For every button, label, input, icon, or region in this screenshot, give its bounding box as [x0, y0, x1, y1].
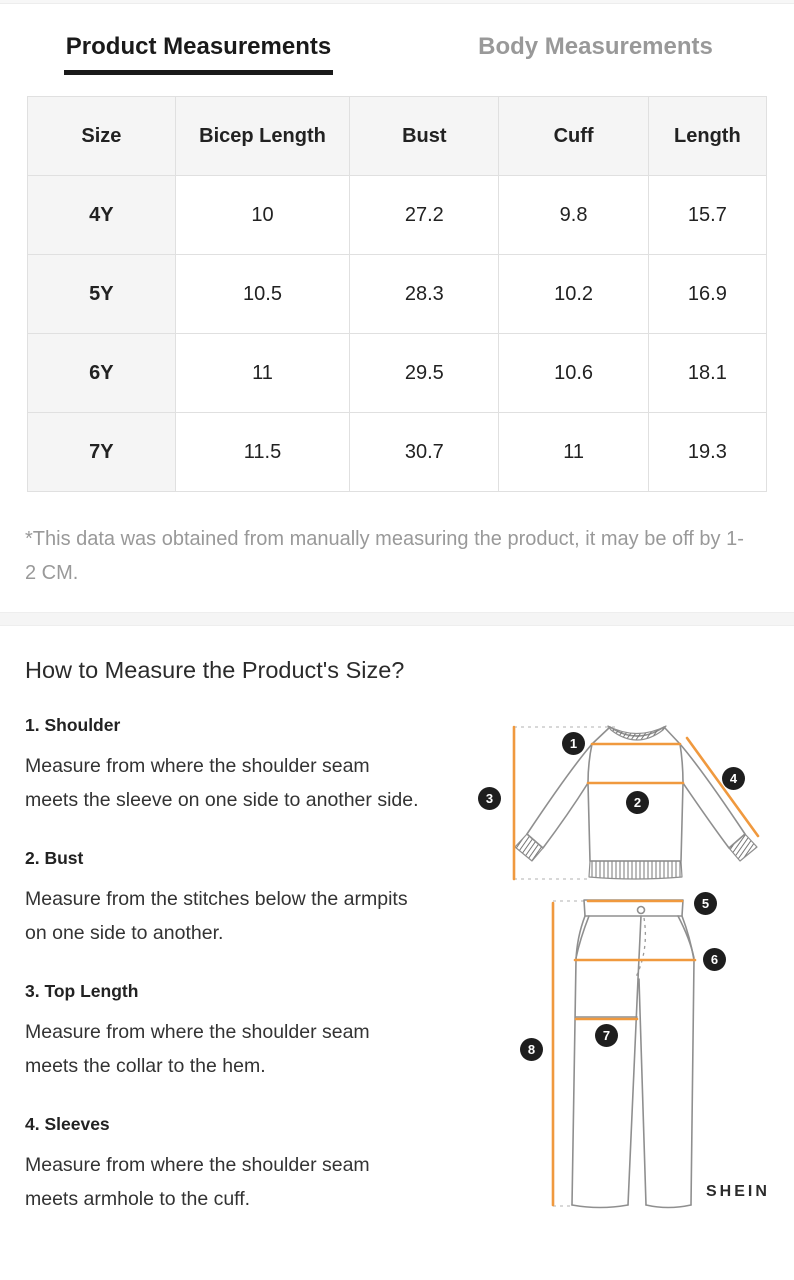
shein-logo: SHEIN — [706, 1183, 770, 1200]
column-header-cuff: Cuff — [498, 96, 649, 176]
cell-value: 9.8 — [498, 175, 649, 255]
measure-badge-1: 1 — [562, 732, 585, 755]
cell-value: 10 — [174, 175, 351, 255]
size-value: 4Y — [27, 175, 176, 255]
measurement-diagrams: 1 2 3 4 5 6 7 8 SHEIN — [478, 697, 794, 1262]
cell-value: 11 — [498, 412, 649, 492]
cell-value: 19.3 — [647, 412, 768, 492]
tab-body-measurements-label: Body Measurements — [478, 33, 713, 60]
cell-value: 16.9 — [647, 254, 768, 334]
size-table: Size Bicep Length Bust Cuff Length 4Y 10… — [27, 96, 768, 492]
section-body: Measure from where the shoulder seam mee… — [25, 1021, 370, 1077]
measurement-tabs: Product Measurements Body Measurements — [0, 4, 794, 75]
cell-value: 11 — [174, 333, 351, 413]
size-value: 7Y — [27, 412, 176, 492]
measure-badge-2: 2 — [626, 791, 649, 814]
measure-badge-4: 4 — [722, 767, 745, 790]
table-row: 7Y 11.5 30.7 11 19.3 — [27, 412, 768, 492]
cell-value: 27.2 — [349, 175, 500, 255]
table-row: 5Y 10.5 28.3 10.2 16.9 — [27, 254, 768, 334]
how-to-sections: 1. Shoulder Measure from where the shoul… — [25, 715, 423, 1216]
measure-badge-7: 7 — [595, 1024, 618, 1047]
column-header-bicep-length: Bicep Length — [174, 96, 351, 176]
cell-value: 10.5 — [174, 254, 351, 334]
cell-value: 30.7 — [349, 412, 500, 492]
measure-badge-5: 5 — [694, 892, 717, 915]
cell-value: 10.6 — [498, 333, 649, 413]
pants-diagram — [551, 899, 697, 1209]
top-strip — [0, 0, 794, 4]
section-title: 4. Sleeves — [25, 1114, 110, 1134]
column-header-length: Length — [647, 96, 768, 176]
table-row: 6Y 11 29.5 10.6 18.1 — [27, 333, 768, 413]
cell-value: 29.5 — [349, 333, 500, 413]
measure-badge-6: 6 — [703, 948, 726, 971]
table-row: 4Y 10 27.2 9.8 15.7 — [27, 175, 768, 255]
section-divider — [0, 612, 794, 626]
tab-product-measurements[interactable]: Product Measurements — [0, 33, 397, 75]
measure-badge-8: 8 — [520, 1038, 543, 1061]
tab-body-measurements[interactable]: Body Measurements — [397, 33, 794, 75]
measurement-disclaimer: *This data was obtained from manually me… — [25, 528, 744, 584]
cell-value: 10.2 — [498, 254, 649, 334]
section-body: Measure from the stitches below the armp… — [25, 888, 408, 944]
section-sleeves: 4. Sleeves Measure from where the should… — [25, 1114, 423, 1216]
table-header-row: Size Bicep Length Bust Cuff Length — [27, 96, 768, 176]
cell-value: 11.5 — [174, 412, 351, 492]
tab-product-measurements-label: Product Measurements — [63, 33, 334, 75]
column-header-size: Size — [27, 96, 176, 176]
measure-badge-3: 3 — [478, 787, 501, 810]
section-title: 1. Shoulder — [25, 715, 121, 735]
how-to-measure-title: How to Measure the Product's Size? — [25, 657, 405, 683]
section-title: 3. Top Length — [25, 981, 139, 1001]
section-body: Measure from where the shoulder seam mee… — [25, 755, 419, 811]
cell-value: 18.1 — [647, 333, 768, 413]
section-top-length: 3. Top Length Measure from where the sho… — [25, 981, 423, 1083]
size-value: 6Y — [27, 333, 176, 413]
section-bust: 2. Bust Measure from the stitches below … — [25, 848, 423, 950]
section-title: 2. Bust — [25, 848, 84, 868]
section-body: Measure from where the shoulder seam mee… — [25, 1154, 370, 1210]
cell-value: 28.3 — [349, 254, 500, 334]
section-shoulder: 1. Shoulder Measure from where the shoul… — [25, 715, 423, 817]
size-value: 5Y — [27, 254, 176, 334]
column-header-bust: Bust — [349, 96, 500, 176]
cell-value: 15.7 — [647, 175, 768, 255]
